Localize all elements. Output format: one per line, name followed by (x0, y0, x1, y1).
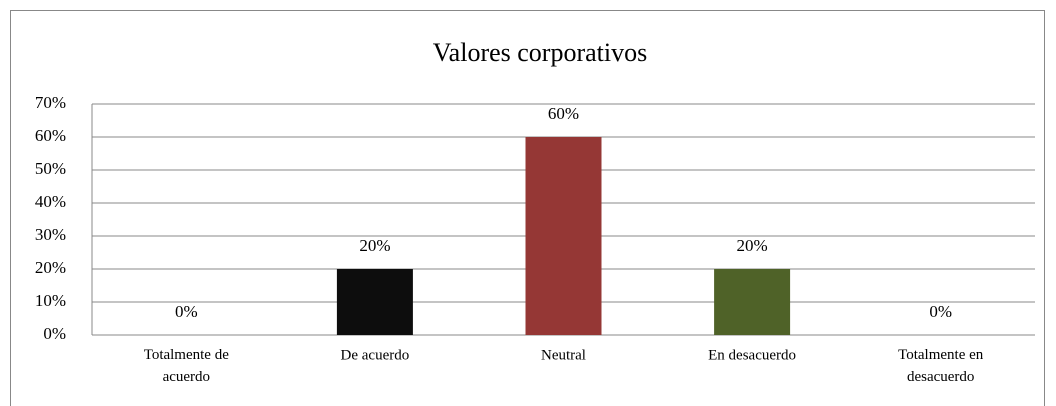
value-label: 20% (359, 236, 390, 255)
x-tick-label: Totalmente de acuerdo (144, 347, 230, 385)
x-tick-label: En desacuerdo (708, 347, 796, 363)
y-tick-label: 70% (35, 93, 66, 112)
y-tick-label: 10% (35, 291, 66, 310)
value-label: 0% (175, 302, 198, 321)
bar (525, 137, 602, 335)
x-tick-label: Totalmente en desacuerdo (898, 347, 984, 385)
chart-title: Valores corporativos (433, 38, 647, 67)
y-tick-label: 30% (35, 225, 66, 244)
x-tick-label: Neutral (541, 347, 586, 363)
y-tick-label: 60% (35, 126, 66, 145)
y-tick-label: 40% (35, 192, 66, 211)
bar (336, 269, 413, 335)
x-tick-label: De acuerdo (341, 347, 410, 363)
value-label: 0% (929, 302, 952, 321)
y-tick-label: 0% (43, 324, 66, 343)
y-tick-label: 50% (35, 159, 66, 178)
y-tick-label: 20% (35, 258, 66, 277)
value-label: 20% (737, 236, 768, 255)
bar (714, 269, 791, 335)
value-label: 60% (548, 104, 579, 123)
